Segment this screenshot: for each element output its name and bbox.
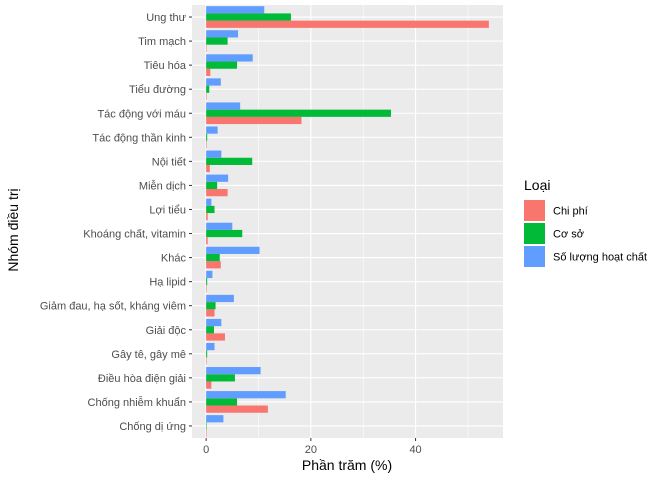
y-tick-label: Gây tê, gây mê (111, 349, 186, 361)
bar (206, 391, 286, 399)
y-tick-label: Lợi tiểu (149, 204, 186, 216)
bar (206, 102, 241, 110)
bar (206, 116, 302, 125)
legend: Loại Chi phí Cơ sở Số lượng hoạt chất (524, 177, 647, 267)
bar (206, 261, 221, 269)
x-tick-label: 40 (409, 444, 421, 456)
bar (206, 213, 208, 221)
bar (206, 342, 215, 351)
bar (206, 398, 238, 406)
bars (206, 6, 489, 437)
bar (206, 333, 225, 341)
bar (206, 302, 216, 310)
bar (206, 92, 207, 101)
bar (206, 294, 234, 303)
bar (206, 229, 243, 238)
y-tick-label: Điều hòa điện giải (98, 373, 186, 385)
bar (206, 20, 489, 28)
y-tick-label: Tiểu đường (129, 84, 186, 96)
y-tick-label: Miễn dịch (139, 179, 186, 192)
legend-key (524, 223, 545, 244)
y-tick-label: Khác (161, 253, 187, 265)
x-axis-title: Phần trăm (%) (302, 457, 392, 473)
x-tick-label: 0 (203, 444, 209, 456)
bar (206, 381, 212, 389)
bar (206, 54, 253, 62)
bar (206, 318, 222, 327)
bar (206, 374, 235, 382)
y-tick-label: Giải độc (146, 325, 187, 337)
bar (206, 61, 238, 69)
bar (206, 44, 207, 52)
bar (206, 140, 207, 149)
bar (206, 37, 228, 45)
bar (206, 222, 233, 230)
y-tick-label: Chống nhiễm khuẩn (88, 396, 186, 409)
bar (206, 367, 261, 375)
bar (206, 405, 268, 413)
y-tick-label: Tác động với máu (97, 108, 186, 120)
bar (206, 164, 210, 173)
bar (206, 157, 253, 165)
y-tick-label: Tiêu hóa (144, 60, 187, 72)
bar (206, 350, 208, 358)
bar (206, 198, 212, 206)
bar (206, 126, 218, 134)
bar (206, 357, 207, 365)
bar (206, 30, 239, 38)
bar (206, 326, 214, 334)
y-tick-label: Nội tiết (152, 156, 186, 168)
y-axis-title: Nhóm điều trị (5, 188, 21, 271)
bar (206, 78, 221, 86)
bar (206, 237, 208, 245)
bar (206, 253, 220, 262)
bar (206, 270, 213, 279)
y-tick-label: Tim mạch (138, 36, 186, 48)
y-axis: Ung thư Tim mạch Tiêu hóa Tiểu đường Tác độn… (40, 12, 192, 433)
bar (206, 278, 208, 286)
bar (206, 181, 218, 190)
bar (206, 150, 222, 158)
bar (206, 174, 229, 182)
bar (206, 205, 215, 214)
bar (206, 309, 215, 317)
legend-key (524, 200, 545, 221)
y-tick-label: Khoáng chất, vitamin (83, 229, 186, 241)
y-tick-label: Ung thư (146, 12, 186, 24)
y-tick-label: Hạ lipid (149, 277, 186, 289)
bar (206, 422, 207, 430)
legend-key (524, 246, 545, 267)
bar (206, 85, 210, 93)
y-tick-label: Chống dị ứng (119, 421, 186, 433)
bar (206, 133, 208, 141)
bar (206, 246, 260, 254)
x-axis: 0 20 40 (203, 438, 422, 456)
legend-label: Cơ sở (553, 229, 584, 241)
bar (206, 285, 207, 293)
bar (206, 189, 228, 197)
x-tick-label: 20 (305, 444, 317, 456)
legend-title: Loại (524, 177, 550, 193)
bar (206, 6, 265, 14)
bar (206, 68, 211, 76)
y-tick-label: Tác động thần kinh (92, 132, 186, 144)
bar (206, 429, 207, 437)
bar (206, 109, 391, 117)
panel-background (192, 5, 503, 438)
bar (206, 13, 291, 21)
y-tick-label: Giảm đau, hạ sốt, kháng viêm (40, 301, 186, 313)
bar (206, 415, 224, 423)
legend-label: Chi phí (553, 206, 588, 218)
legend-label: Số lượng hoạt chất (553, 252, 647, 264)
